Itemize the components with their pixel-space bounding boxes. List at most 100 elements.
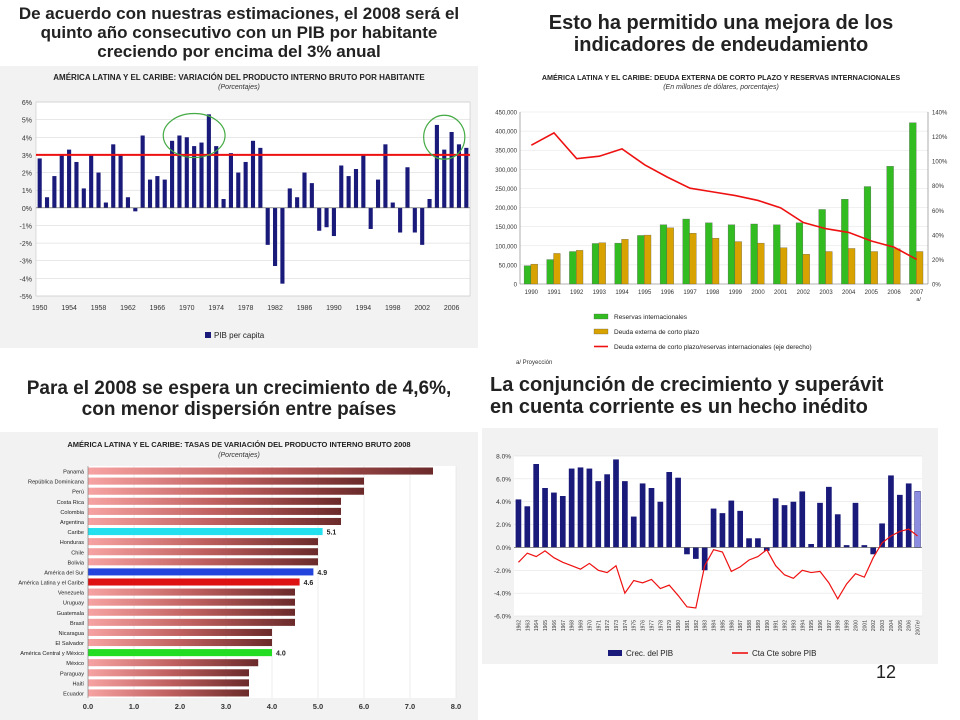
growth-bar [888, 475, 894, 548]
x-tick-label: 2004 [842, 290, 856, 296]
growth-bar [861, 545, 868, 548]
reserves-bar [614, 242, 622, 285]
x-tick-label: 1993 [791, 620, 797, 631]
y2-tick-label: 80% [932, 184, 945, 190]
x-tick-label: 1995 [638, 290, 652, 296]
bar [331, 207, 336, 237]
x-tick-label: 3.0 [221, 702, 231, 711]
y-tick-label: 150,000 [495, 225, 517, 231]
reserves-bar [818, 209, 826, 285]
bar [140, 135, 145, 208]
bar [236, 172, 241, 208]
y2-tick-label: 20% [932, 258, 945, 264]
bar [111, 144, 116, 208]
x-tick-label: 1992 [570, 290, 584, 296]
growth-bar [639, 483, 646, 548]
chart-title: AMÉRICA LATINA Y EL CARIBE: TASAS DE VAR… [67, 440, 411, 449]
bar [280, 207, 285, 284]
x-tick-label: 1974 [623, 620, 629, 631]
x-tick-label: 1986 [297, 305, 313, 312]
panel-heading: De acuerdo con nuestras estimaciones, el… [18, 4, 460, 62]
country-bar [88, 487, 364, 495]
growth-bar [826, 486, 832, 548]
bar [302, 172, 307, 208]
y-tick-label: -2.0% [494, 568, 511, 575]
growth-bar [551, 492, 557, 548]
x-tick-label: 8.0 [451, 702, 461, 711]
short-debt-bar [757, 242, 765, 285]
growth-bar [843, 545, 850, 548]
x-tick-label: 1998 [836, 620, 842, 631]
legend-label: Cta Cte sobre PIB [752, 649, 816, 658]
bar [420, 207, 425, 245]
page-number: 12 [876, 662, 897, 682]
category-label: Haití [72, 681, 84, 687]
y-tick-label: 6.0% [496, 476, 511, 483]
short-debt-bar [825, 251, 833, 285]
x-tick-label: 2003 [819, 290, 833, 296]
reserves-bar [750, 223, 758, 285]
bar [405, 167, 410, 208]
legend-swatch [593, 328, 609, 335]
x-tick-label: 1998 [385, 305, 401, 312]
bar [324, 207, 329, 228]
chart-legend: PIB per capita [205, 331, 264, 340]
x-tick-label: 1958 [91, 305, 107, 312]
reserves-bar [795, 222, 804, 285]
bar [44, 197, 50, 208]
category-label: Caribe [68, 530, 84, 536]
legend-label: Deuda externa de corto plazo/reservas in… [614, 344, 812, 351]
y-tick-label: 350,000 [495, 149, 517, 155]
bar [449, 131, 454, 208]
bar [368, 207, 373, 229]
y-tick-label: 1% [22, 188, 32, 195]
y2-tick-label: 140% [932, 111, 948, 117]
bar [177, 135, 182, 208]
x-tick-label: 2006 [444, 305, 460, 312]
growth-bar [684, 547, 690, 555]
x-tick-label: 5.0 [313, 702, 323, 711]
x-tick-label: 1986 [729, 620, 735, 631]
x-tick-label: 1950 [32, 305, 48, 312]
category-label: Chile [71, 550, 84, 556]
x-tick-label: 2002 [797, 290, 811, 296]
bar [295, 197, 300, 208]
bar [398, 207, 403, 233]
x-tick-label: 1969 [579, 620, 585, 631]
y-tick-label: 0.0% [496, 545, 511, 552]
country-bar [88, 497, 341, 505]
category-label: Colombia [60, 510, 85, 516]
bar [250, 140, 256, 208]
x-tick-label: 1990 [326, 305, 342, 312]
growth-bar [896, 494, 903, 548]
chart-subtitle: (Porcentajes) [218, 84, 260, 91]
growth-bar [622, 481, 628, 548]
y-tick-label: -4% [20, 276, 32, 283]
x-tick-label: 1963 [525, 620, 531, 631]
country-bar [88, 467, 433, 475]
x-tick-label: 1981 [685, 620, 691, 631]
x-tick-label: 1994 [356, 305, 372, 312]
growth-bar [533, 464, 540, 548]
bar [96, 172, 101, 208]
bar [37, 158, 42, 208]
panel-debt-reserves: Esto ha permitido una mejora de los indi… [482, 0, 960, 372]
y-tick-label: -3% [20, 259, 32, 266]
category-label: Venezuela [58, 591, 85, 597]
country-bar [88, 638, 272, 647]
x-tick-label: 1972 [605, 620, 611, 631]
reserves-bar [546, 259, 554, 285]
category-label: Costa Rica [57, 500, 85, 506]
y-tick-label: 450,000 [495, 111, 517, 117]
bar [125, 197, 131, 208]
growth-bar [852, 502, 859, 548]
debt-reserves-chart: 0 50,000 100,000 150,000 200,000 250,000 300,0… [495, 111, 948, 352]
growth-bar [834, 514, 841, 548]
panel-gdp-2008: Para el 2008 se espera un crecimiento de… [0, 372, 478, 720]
bar [162, 179, 167, 208]
y-tick-label: 4% [22, 135, 32, 142]
country-bar [88, 578, 300, 586]
growth-bar [604, 474, 610, 548]
x-tick-label: 1999 [729, 290, 743, 296]
growth-bar [914, 491, 921, 548]
